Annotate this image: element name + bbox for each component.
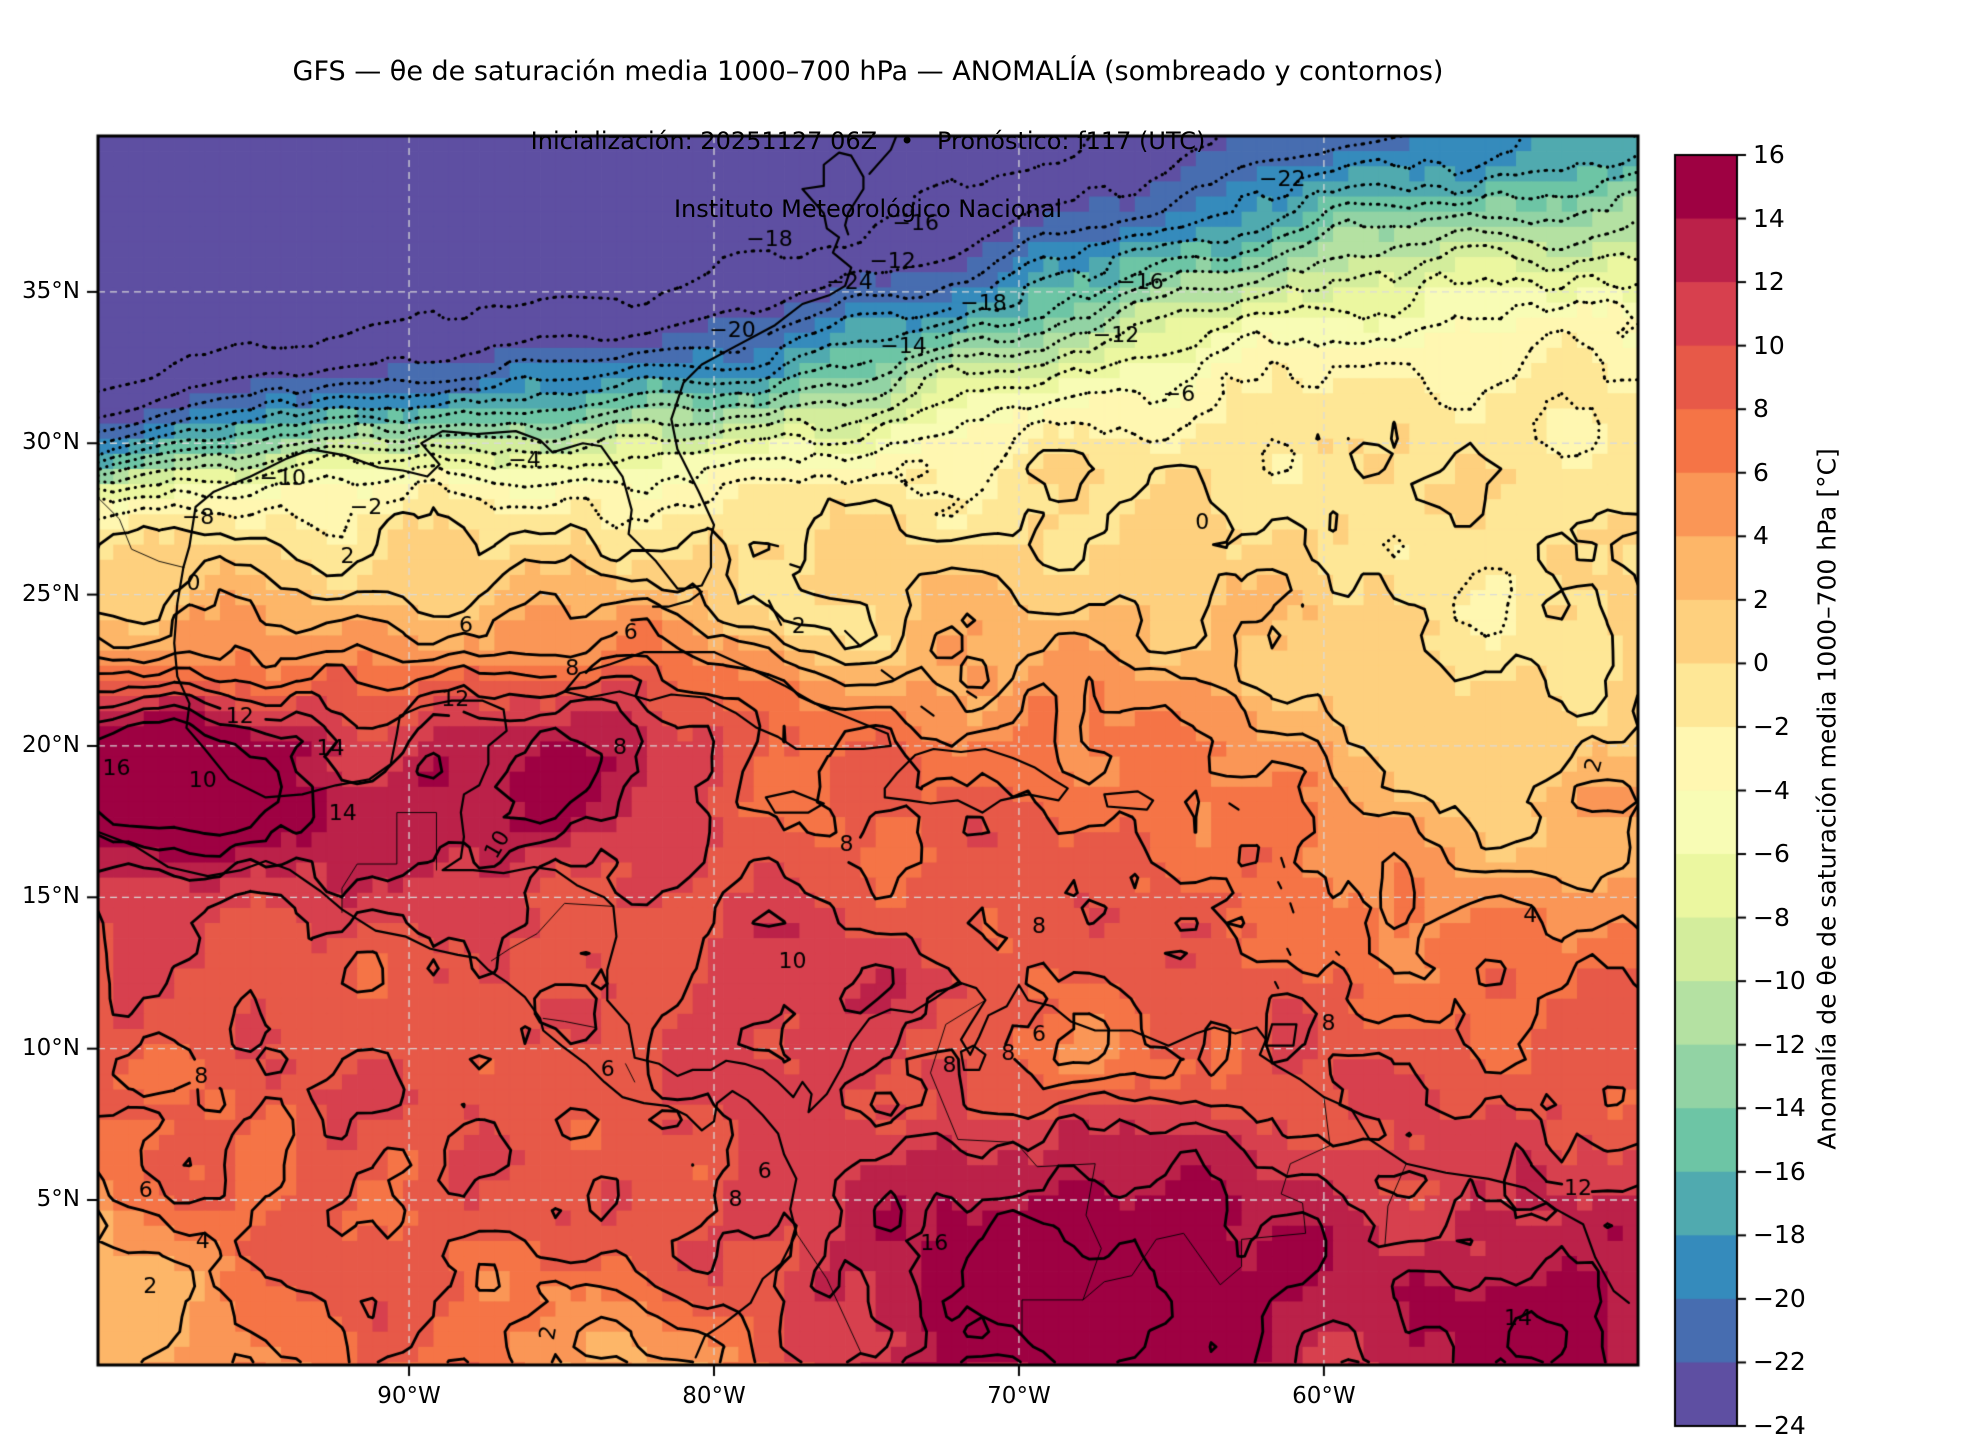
- figure-subtitle: Inicialización: 20251127 06Z • Pronóstic…: [530, 127, 1206, 155]
- y-tick-label: 35°N: [22, 277, 80, 304]
- colorbar-tick-label: −24: [1753, 1411, 1806, 1440]
- colorbar-tick-label: −12: [1753, 1029, 1806, 1059]
- colorbar-tick-label: 2: [1753, 584, 1769, 614]
- colorbar-tick-label: 16: [1753, 140, 1785, 169]
- colorbar-tick-label: 6: [1753, 457, 1769, 487]
- colorbar-tick-label: 14: [1753, 203, 1785, 233]
- x-tick-label: 70°W: [987, 1383, 1051, 1409]
- colorbar-tick-label: 0: [1753, 648, 1769, 678]
- colorbar-tick-label: 4: [1753, 521, 1769, 551]
- colorbar-tick-label: −14: [1753, 1093, 1806, 1123]
- y-tick-label: 30°N: [22, 429, 80, 456]
- y-tick-label: 20°N: [22, 731, 80, 758]
- colorbar-tick-label: 8: [1753, 394, 1769, 424]
- colorbar-tick-label: −2: [1753, 711, 1790, 741]
- colorbar-tick-label: −6: [1753, 839, 1790, 869]
- colorbar-tick-label: −22: [1753, 1347, 1806, 1377]
- colorbar-tick-label: −4: [1753, 775, 1790, 805]
- colorbar-title: Anomalía de θe de saturación media 1000–…: [1812, 448, 1842, 1150]
- y-tick-label: 25°N: [22, 580, 80, 607]
- y-tick-label: 5°N: [36, 1186, 80, 1213]
- x-tick-label: 60°W: [1292, 1383, 1356, 1409]
- x-tick-label: 80°W: [682, 1383, 746, 1409]
- colorbar-tick-label: 10: [1753, 330, 1785, 360]
- colorbar-tick-label: −18: [1753, 1220, 1806, 1250]
- y-tick-label: 15°N: [22, 883, 80, 910]
- title-block: GFS — θe de saturación media 1000–700 hP…: [98, 18, 1638, 262]
- y-tick-label: 10°N: [22, 1034, 80, 1061]
- figure-institution: Instituto Meteorológico Nacional: [673, 195, 1063, 223]
- colorbar-tick-label: −10: [1753, 966, 1806, 996]
- colorbar-tick-label: −20: [1753, 1283, 1806, 1313]
- colorbar-tick-label: −16: [1753, 1156, 1806, 1186]
- colorbar-tick-label: 12: [1753, 267, 1785, 297]
- figure-title: GFS — θe de saturación media 1000–700 hP…: [292, 56, 1444, 87]
- colorbar-tick-label: −8: [1753, 902, 1790, 932]
- x-tick-label: 90°W: [377, 1383, 441, 1409]
